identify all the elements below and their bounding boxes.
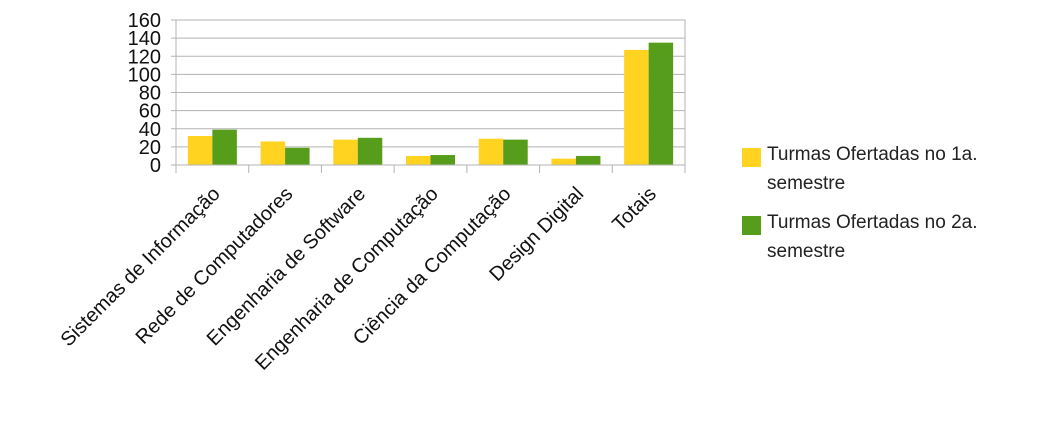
axes (171, 19, 686, 173)
bar-series-1 (260, 141, 286, 165)
legend-item-series-2: Turmas Ofertadas no 2a. semestre (742, 208, 1052, 266)
bar-series-1 (624, 49, 649, 165)
gridlines (176, 19, 685, 148)
y-tick-label: 120 (128, 46, 161, 68)
bar-series-2 (575, 155, 601, 165)
bar-series-1 (551, 158, 576, 165)
x-tick-label: Totais (608, 183, 661, 236)
bar-series-1 (478, 138, 504, 165)
legend-label-series-1: Turmas Ofertadas no 1a. semestre (767, 144, 978, 194)
y-tick-label: 0 (150, 155, 161, 177)
legend: Turmas Ofertadas no 1a. semestre Turmas … (742, 140, 1052, 276)
legend-label-series-2: Turmas Ofertadas no 2a. semestre (767, 212, 978, 262)
bar-series-2 (503, 139, 528, 165)
bar-series-2 (430, 155, 455, 165)
y-tick-label: 140 (128, 28, 161, 50)
bar-series-2 (648, 42, 674, 165)
legend-swatch-series-1 (742, 148, 761, 167)
y-tick-label: 20 (139, 137, 161, 159)
bar-series-1 (187, 136, 213, 165)
legend-item-series-1: Turmas Ofertadas no 1a. semestre (742, 140, 1052, 198)
y-tick-label: 100 (128, 64, 161, 86)
bar-series-1 (406, 155, 431, 165)
y-tick-label: 40 (139, 119, 161, 141)
bar-series-2 (357, 137, 383, 165)
y-tick-label: 160 (128, 10, 161, 32)
bars (187, 42, 674, 165)
y-tick-label: 80 (139, 83, 161, 105)
plot-area-border (175, 19, 686, 166)
bar-series-2 (285, 147, 310, 165)
bar-series-1 (333, 139, 358, 165)
y-tick-label: 60 (139, 101, 161, 123)
bar-series-2 (212, 129, 237, 165)
legend-swatch-series-2 (742, 216, 761, 235)
